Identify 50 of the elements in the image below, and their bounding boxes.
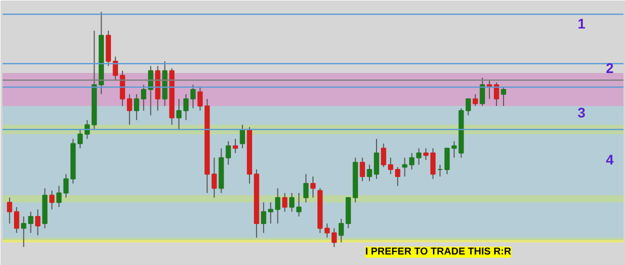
text: 3 [578, 104, 586, 121]
candlestick [430, 148, 436, 180]
candlestick [148, 65, 154, 116]
candlestick [190, 84, 196, 109]
candlestick [232, 138, 238, 154]
candlestick [28, 211, 34, 234]
candlestick [282, 192, 288, 212]
candlestick [49, 190, 55, 210]
candlestick [268, 202, 274, 224]
candlestick [212, 157, 217, 198]
candlestick [35, 208, 40, 236]
candlestick [183, 94, 189, 121]
candlestick [176, 98, 182, 130]
candlestick [332, 228, 337, 248]
candlestick [226, 140, 231, 166]
candlestick [338, 218, 344, 243]
candlestick [141, 84, 146, 112]
candlestick [275, 188, 280, 224]
text: 2 [606, 60, 614, 76]
candlestick [14, 206, 20, 234]
candlestick [21, 216, 26, 248]
candlestick [240, 124, 246, 149]
candlestick [260, 202, 266, 234]
candlestick [289, 192, 294, 212]
candlestick [444, 148, 450, 175]
candlestick [324, 223, 330, 238]
candlestick [6, 197, 12, 224]
text: 1 [578, 15, 586, 32]
candlestick [380, 143, 386, 168]
candlestick [416, 148, 422, 166]
candlestick [310, 176, 316, 198]
text: 4 [606, 152, 614, 168]
candlestick [374, 138, 380, 180]
candlestick [360, 157, 366, 182]
candlestick [303, 174, 309, 203]
candlestick [423, 148, 429, 161]
candlestick [500, 86, 506, 106]
candlestick [296, 192, 302, 217]
candlestick [472, 94, 478, 106]
candlestick [134, 94, 140, 121]
candlestick [126, 94, 132, 126]
candlestick [78, 128, 83, 149]
candlestick [63, 174, 69, 198]
candlestick [395, 166, 400, 186]
candlestick [388, 157, 394, 175]
candlestick [480, 77, 485, 106]
annotation: I PREFER TO TRADE THIS R:R [365, 246, 512, 258]
candlestick [366, 164, 372, 182]
candlestick [197, 86, 203, 112]
candlestick [56, 185, 62, 208]
